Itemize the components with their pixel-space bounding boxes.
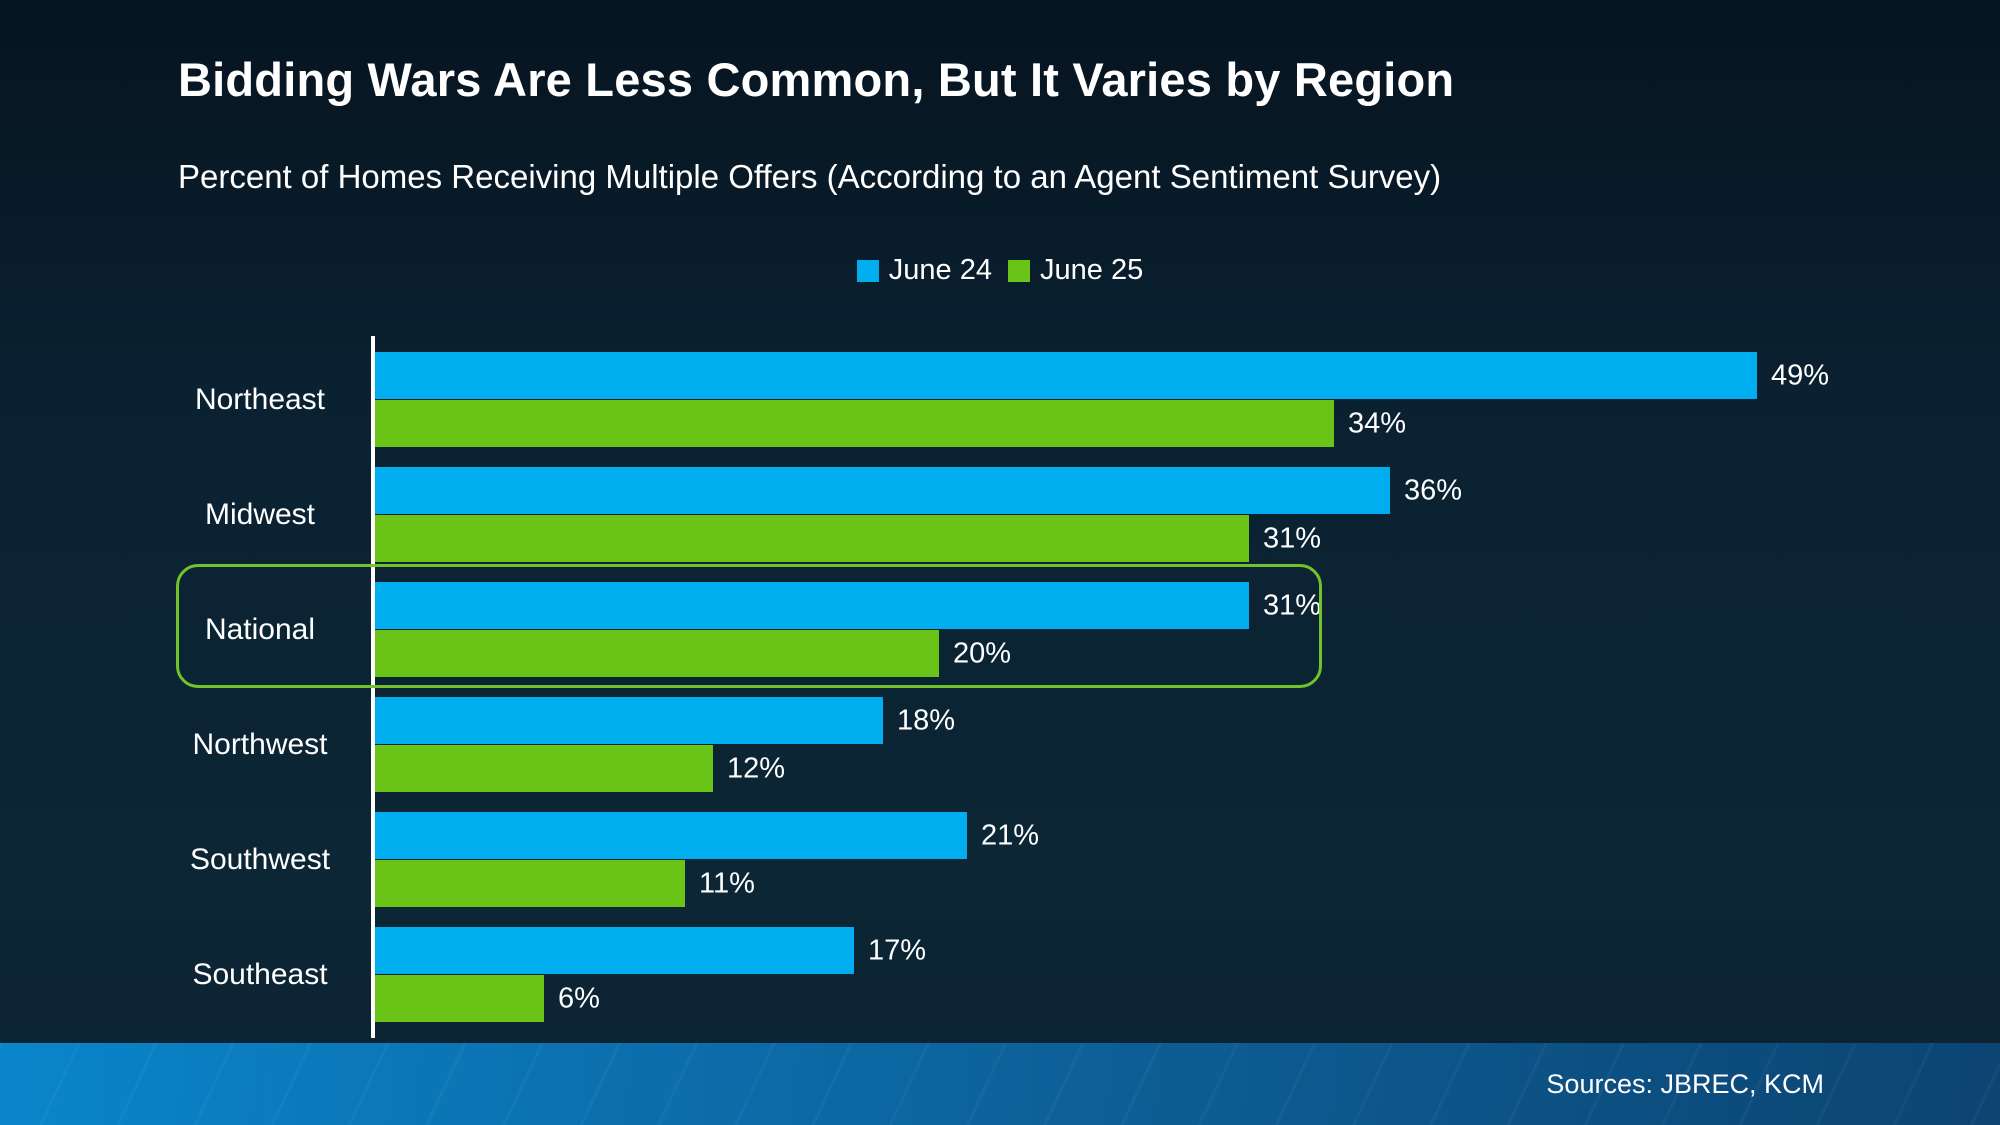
chart-title: Bidding Wars Are Less Common, But It Var… xyxy=(178,53,1455,106)
bar-northeast-june-24: 49% xyxy=(375,352,1829,399)
legend-item-june-25: June 25 xyxy=(1008,254,1143,287)
bar-northwest-june-25: 12% xyxy=(375,745,785,792)
category-label-northeast: Northeast xyxy=(194,383,326,416)
sources-text: Sources: JBREC, KCM xyxy=(1546,1068,1824,1099)
bar-southwest-june-24: 21% xyxy=(375,812,1039,859)
national-highlight-box xyxy=(176,564,1322,688)
bar-national-june-25: 20% xyxy=(375,630,1011,677)
bar-value-label: 21% xyxy=(981,819,1040,851)
bar-value-label: 49% xyxy=(1771,359,1830,391)
bar-value-label: 12% xyxy=(727,752,786,784)
bar-value-label: 17% xyxy=(868,934,927,966)
bar-southeast-june-25: 6% xyxy=(375,975,600,1022)
bar-value-label: 31% xyxy=(1263,522,1322,554)
bar-value-label: 11% xyxy=(699,867,755,899)
bar-midwest-june-25: 31% xyxy=(375,515,1321,562)
bar-value-label: 20% xyxy=(953,637,1012,669)
bar-value-label: 31% xyxy=(1263,589,1322,621)
category-label-midwest: Midwest xyxy=(204,498,316,531)
bar-national-june-24: 31% xyxy=(375,582,1321,629)
category-label-southwest: Southwest xyxy=(189,843,331,876)
legend-item-june-24: June 24 xyxy=(856,254,992,287)
bar-midwest-june-24: 36% xyxy=(375,467,1462,514)
category-label-southeast: Southeast xyxy=(192,958,328,991)
legend-label: June 24 xyxy=(888,254,992,286)
bar-value-label: 18% xyxy=(897,704,956,736)
legend: June 24 June 25 xyxy=(0,254,2000,287)
bar-southwest-june-25: 11% xyxy=(375,860,755,907)
bar-northwest-june-24: 18% xyxy=(375,697,955,744)
bar-value-label: 6% xyxy=(558,982,600,1014)
legend-label: June 25 xyxy=(1040,254,1144,286)
bar-southeast-june-24: 17% xyxy=(375,927,926,974)
chart-subtitle: Percent of Homes Receiving Multiple Offe… xyxy=(178,158,1442,195)
bar-value-label: 36% xyxy=(1404,474,1463,506)
bar-northeast-june-25: 34% xyxy=(375,400,1406,447)
legend-swatch-icon xyxy=(856,259,879,282)
legend-swatch-icon xyxy=(1008,259,1030,282)
category-label-northwest: Northwest xyxy=(192,728,328,761)
bar-value-label: 34% xyxy=(1348,407,1407,439)
category-label-national: National xyxy=(204,613,316,646)
footer-band: Sources: JBREC, KCM xyxy=(0,1043,2000,1125)
